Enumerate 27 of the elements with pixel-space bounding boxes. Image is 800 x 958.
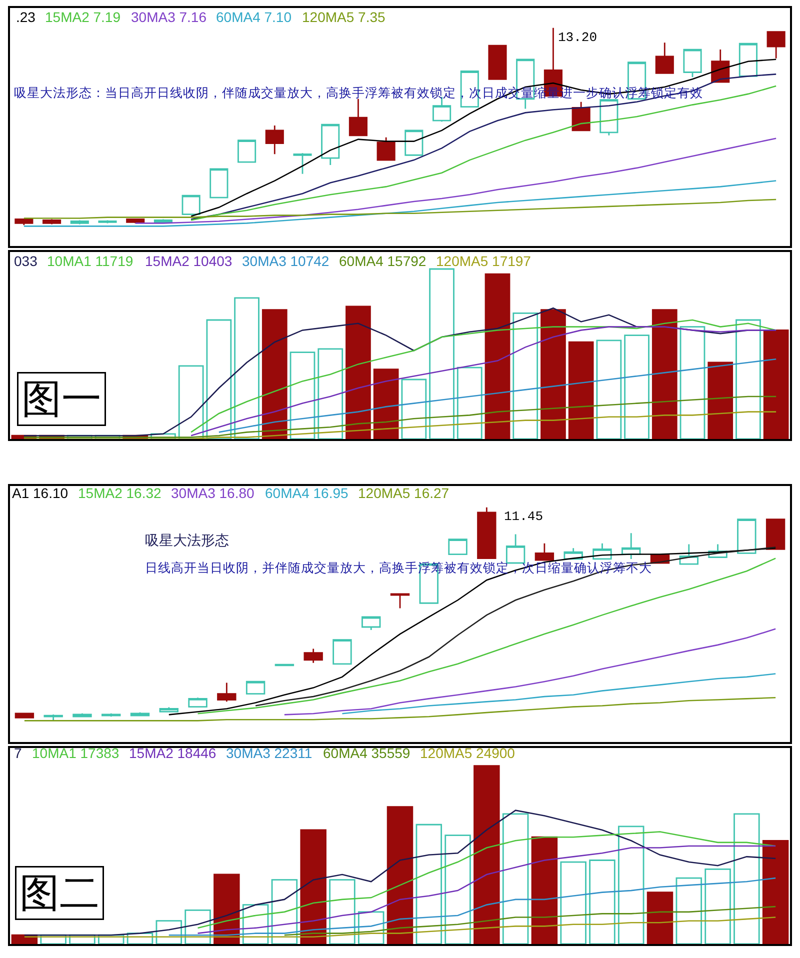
text: 033 [14,253,38,269]
annotation: 图二 [20,870,100,916]
text: A1 16.10 [12,485,68,501]
text: 15MA2 18446 [129,745,216,761]
text: 120MA5 24900 [420,745,516,761]
text: 120MA5 17197 [436,253,532,269]
annotation: 11.45 [504,509,544,524]
text: 30MA3 16.80 [171,485,254,501]
text: 120MA5 16.27 [358,485,450,501]
text: 15MA2 7.19 [45,9,121,25]
text: 10MA1 17383 [32,745,120,761]
text: 15MA2 10403 [145,253,232,269]
text: 60MA4 16.95 [265,485,348,501]
text: 15MA2 16.32 [78,485,162,501]
text: 60MA4 35559 [323,745,410,761]
text: 10MA1 11719 [47,253,134,269]
annotation: 13.20 [558,30,598,45]
annotation: 吸星大法形态 [145,532,229,548]
text: 60MA4 7.10 [216,9,292,25]
text: .23 [16,9,36,25]
text: 7 [14,745,22,761]
text: 30MA3 10742 [242,253,330,269]
annotation: 图一 [22,376,102,422]
text: 60MA4 15792 [339,253,426,269]
text: 30MA3 7.16 [131,9,207,25]
text: 30MA3 22311 [226,745,312,761]
text: 120MA5 7.35 [302,9,386,25]
